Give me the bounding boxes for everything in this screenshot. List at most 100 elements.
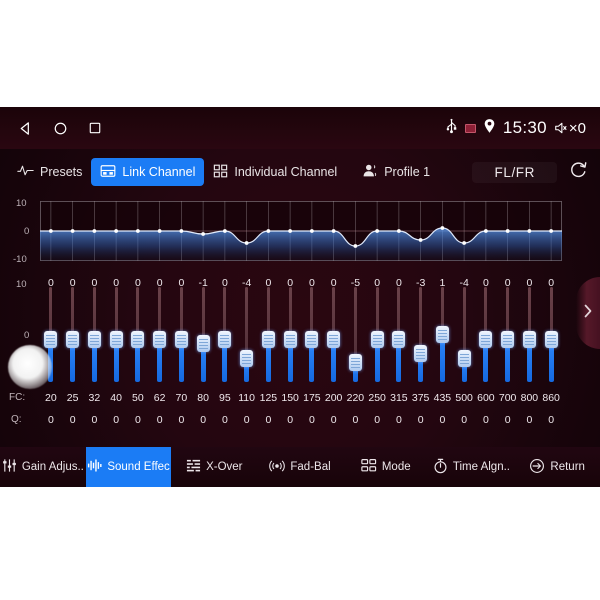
- back-triangle-icon[interactable]: [18, 121, 33, 136]
- slider-thumb[interactable]: [348, 354, 362, 372]
- slider-thumb[interactable]: [174, 330, 188, 348]
- recents-square-icon[interactable]: [88, 121, 102, 135]
- q-value[interactable]: 0: [265, 414, 272, 426]
- q-value[interactable]: 0: [308, 414, 315, 426]
- channel-select-button[interactable]: FL/FR: [472, 161, 557, 183]
- eq-curve-point[interactable]: [549, 229, 554, 233]
- q-value[interactable]: 0: [439, 414, 446, 426]
- slider-track[interactable]: [245, 287, 249, 382]
- slider-track[interactable]: [353, 287, 357, 382]
- fc-value: 70: [175, 392, 188, 404]
- slider-thumb[interactable]: [327, 330, 341, 348]
- bottom-item-return[interactable]: Return: [514, 447, 600, 487]
- home-circle-icon[interactable]: [53, 121, 68, 136]
- toolbar-item-profile[interactable]: Profile 1: [346, 158, 439, 186]
- slider-thumb[interactable]: [370, 330, 384, 348]
- q-value[interactable]: 0: [461, 414, 468, 426]
- eq-curve-point[interactable]: [331, 229, 336, 233]
- refresh-reset-icon[interactable]: [569, 160, 588, 184]
- q-value[interactable]: 0: [200, 414, 207, 426]
- slider-thumb[interactable]: [109, 330, 123, 348]
- q-value[interactable]: 0: [243, 414, 250, 426]
- q-value[interactable]: 0: [352, 414, 359, 426]
- toolbar-item-presets[interactable]: Presets: [8, 158, 91, 186]
- q-value[interactable]: 0: [374, 414, 381, 426]
- slider-thumb[interactable]: [544, 330, 558, 348]
- bottom-item-time-align[interactable]: Time Algn..: [429, 447, 515, 487]
- q-value[interactable]: 0: [47, 414, 54, 426]
- eq-curve-point[interactable]: [288, 229, 293, 233]
- q-value[interactable]: 0: [482, 414, 489, 426]
- eq-curve-point[interactable]: [179, 229, 184, 233]
- q-value[interactable]: 0: [287, 414, 294, 426]
- slider-thumb[interactable]: [87, 330, 101, 348]
- eq-curve-point[interactable]: [48, 229, 53, 233]
- slider-thumb[interactable]: [501, 330, 515, 348]
- eq-slider-bank[interactable]: 10 0: [0, 277, 600, 392]
- bottom-item-gain-adjust[interactable]: Gain Adjus..: [0, 447, 86, 487]
- slider-thumb[interactable]: [457, 349, 471, 367]
- eq-curve-point[interactable]: [483, 229, 488, 233]
- slider-track[interactable]: [419, 287, 423, 382]
- slider-thumb[interactable]: [479, 330, 493, 348]
- next-page-handle[interactable]: [576, 277, 600, 349]
- slider-thumb[interactable]: [153, 330, 167, 348]
- eq-curve-point[interactable]: [266, 229, 271, 233]
- q-value[interactable]: 0: [156, 414, 163, 426]
- q-value[interactable]: 0: [91, 414, 98, 426]
- slider-track[interactable]: [201, 287, 205, 382]
- bottom-item-sound-effect[interactable]: Sound Effec: [85, 447, 172, 487]
- q-value[interactable]: 0: [178, 414, 185, 426]
- slider-thumb[interactable]: [414, 344, 428, 362]
- eq-curve-point[interactable]: [157, 229, 162, 233]
- eq-curve-point[interactable]: [505, 229, 510, 233]
- bottom-item-fad-bal[interactable]: Fad-Bal: [257, 447, 343, 487]
- slider-thumb[interactable]: [218, 330, 232, 348]
- q-value[interactable]: 0: [134, 414, 141, 426]
- slider-thumb[interactable]: [44, 330, 58, 348]
- eq-curve-point[interactable]: [92, 229, 97, 233]
- slider-thumb[interactable]: [66, 330, 80, 348]
- q-value[interactable]: 0: [395, 414, 402, 426]
- eq-curve-point[interactable]: [114, 229, 119, 233]
- bottom-item-mode[interactable]: Mode: [343, 447, 429, 487]
- slider-thumb[interactable]: [522, 330, 536, 348]
- q-value[interactable]: 0: [330, 414, 337, 426]
- q-value[interactable]: 0: [417, 414, 424, 426]
- slider-thumb[interactable]: [435, 325, 449, 343]
- eq-curve-point[interactable]: [418, 238, 423, 242]
- slider-track[interactable]: [462, 287, 466, 382]
- eq-curve-point[interactable]: [396, 229, 401, 233]
- eq-curve-graph[interactable]: 10 0 -10: [0, 195, 600, 277]
- q-value[interactable]: 0: [69, 414, 76, 426]
- eq-curve-point[interactable]: [244, 241, 249, 245]
- eq-curve-point[interactable]: [375, 229, 380, 233]
- eq-curve-point[interactable]: [135, 229, 140, 233]
- slider-thumb[interactable]: [283, 330, 297, 348]
- eq-curve-point[interactable]: [462, 241, 467, 245]
- toolbar-item-individual-channel[interactable]: Individual Channel: [204, 158, 346, 186]
- toolbar-item-link-channel[interactable]: Link Channel: [91, 158, 205, 186]
- slider-thumb[interactable]: [131, 330, 145, 348]
- volume-indicator[interactable]: ×0: [554, 120, 586, 137]
- q-value[interactable]: 0: [504, 414, 511, 426]
- slider-thumb[interactable]: [240, 349, 254, 367]
- bottom-item-x-over[interactable]: X-Over: [171, 447, 257, 487]
- eq-curve-svg[interactable]: [40, 201, 562, 261]
- eq-curve-point[interactable]: [440, 226, 445, 230]
- slider-thumb[interactable]: [392, 330, 406, 348]
- eq-curve-point[interactable]: [222, 229, 227, 233]
- q-value[interactable]: 0: [221, 414, 228, 426]
- bottom-label-time-align: Time Algn..: [452, 461, 510, 473]
- q-value[interactable]: 0: [113, 414, 120, 426]
- eq-curve-point[interactable]: [309, 229, 314, 233]
- eq-curve-point[interactable]: [527, 229, 532, 233]
- slider-thumb[interactable]: [196, 335, 210, 353]
- q-value[interactable]: 0: [526, 414, 533, 426]
- eq-curve-point[interactable]: [70, 229, 75, 233]
- eq-curve-point[interactable]: [201, 232, 206, 236]
- q-value[interactable]: 0: [548, 414, 555, 426]
- eq-curve-point[interactable]: [353, 244, 358, 248]
- slider-thumb[interactable]: [261, 330, 275, 348]
- slider-thumb[interactable]: [305, 330, 319, 348]
